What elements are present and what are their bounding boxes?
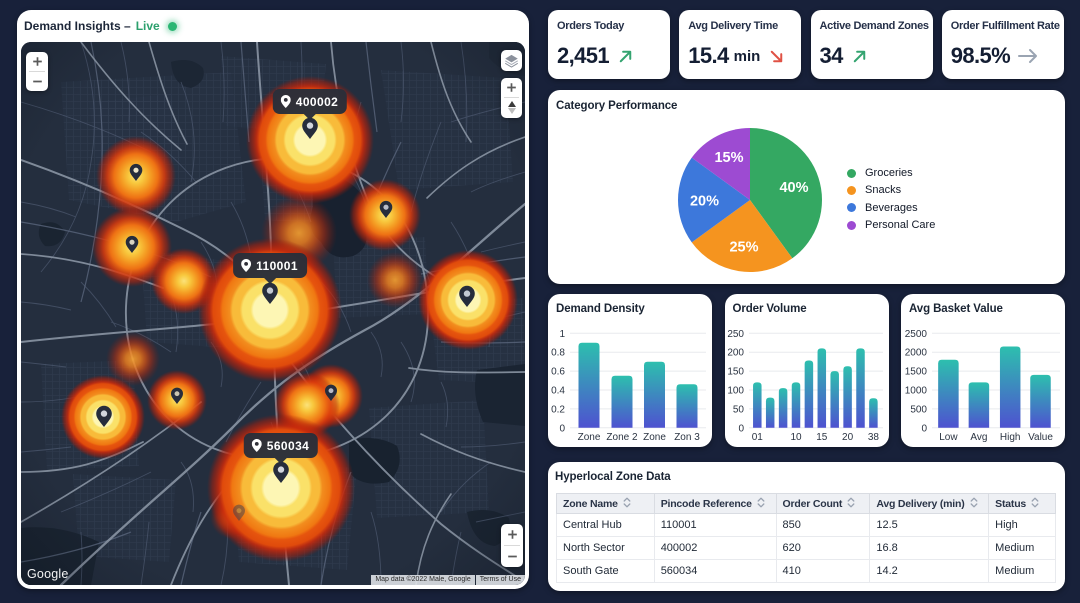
svg-text:150: 150 xyxy=(727,367,744,378)
svg-text:250: 250 xyxy=(727,329,744,340)
svg-text:0: 0 xyxy=(559,423,565,434)
svg-text:2000: 2000 xyxy=(905,348,928,359)
svg-text:Zone: Zone xyxy=(643,432,666,443)
svg-text:1000: 1000 xyxy=(905,386,928,397)
svg-text:0: 0 xyxy=(921,423,927,434)
svg-text:10: 10 xyxy=(790,432,802,443)
svg-text:200: 200 xyxy=(727,348,744,359)
svg-text:High: High xyxy=(1000,432,1021,443)
svg-text:15%: 15% xyxy=(714,150,743,166)
svg-text:20: 20 xyxy=(842,432,854,443)
svg-text:2500: 2500 xyxy=(905,329,928,340)
svg-text:Zon 3: Zon 3 xyxy=(674,432,700,443)
svg-text:Zone 2: Zone 2 xyxy=(606,432,638,443)
svg-text:Low: Low xyxy=(939,432,958,443)
svg-text:500: 500 xyxy=(910,404,927,415)
svg-text:1500: 1500 xyxy=(905,367,928,378)
svg-text:1: 1 xyxy=(559,329,565,340)
svg-text:0.8: 0.8 xyxy=(551,348,565,359)
svg-text:25%: 25% xyxy=(729,240,758,256)
svg-text:15: 15 xyxy=(816,432,828,443)
svg-text:Zone: Zone xyxy=(578,432,601,443)
svg-text:01: 01 xyxy=(751,432,763,443)
svg-text:50: 50 xyxy=(732,404,744,415)
svg-text:0.6: 0.6 xyxy=(551,367,565,378)
svg-text:40%: 40% xyxy=(779,180,808,196)
svg-text:0.4: 0.4 xyxy=(551,386,565,397)
svg-text:0.2: 0.2 xyxy=(551,404,565,415)
svg-text:Avg: Avg xyxy=(970,432,987,443)
svg-text:Value: Value xyxy=(1028,432,1053,443)
svg-text:0: 0 xyxy=(738,423,744,434)
svg-text:38: 38 xyxy=(867,432,879,443)
svg-text:100: 100 xyxy=(727,386,744,397)
svg-text:20%: 20% xyxy=(690,194,719,210)
